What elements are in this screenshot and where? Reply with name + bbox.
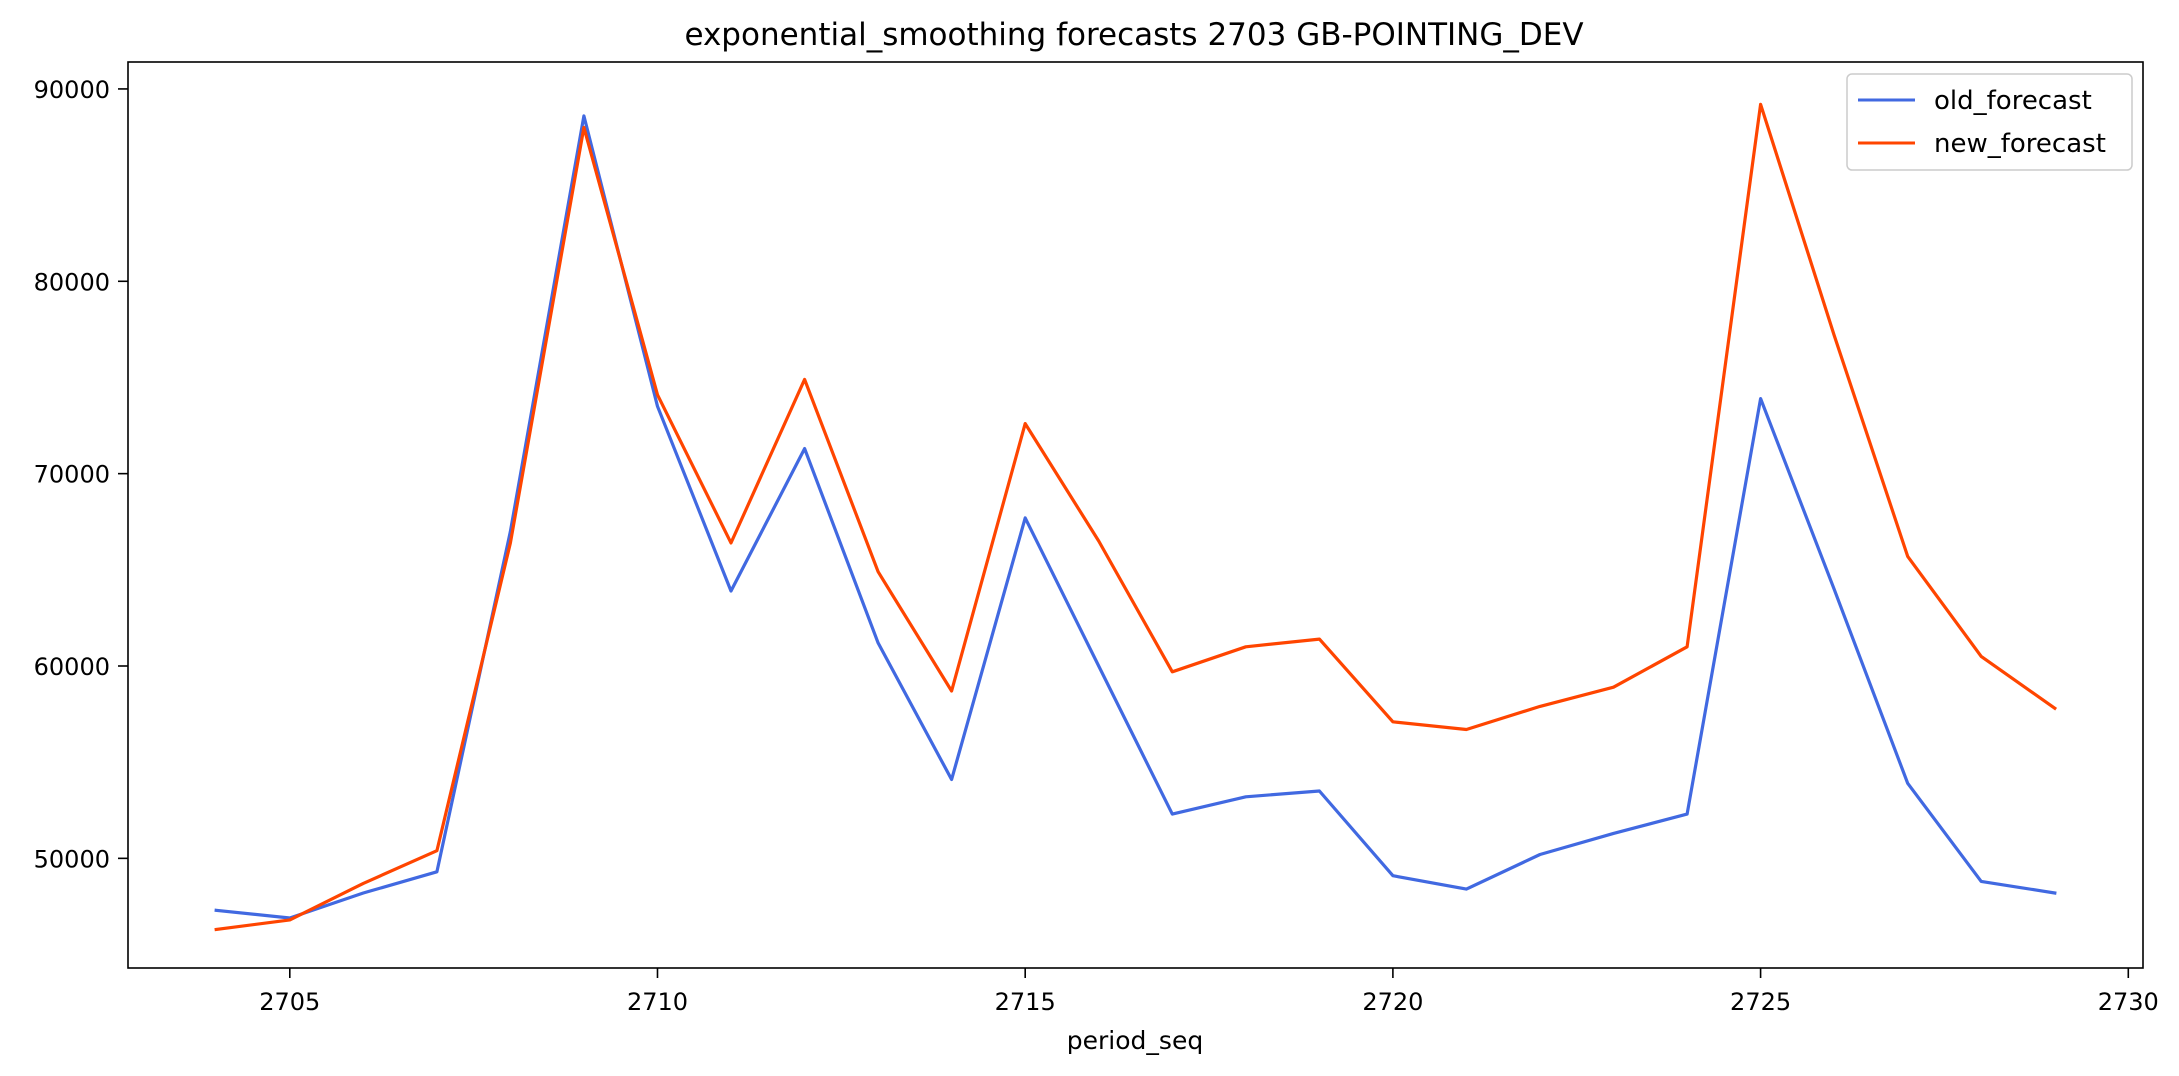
y-tick-label: 60000 [34, 653, 110, 681]
series-line-new-forecast [214, 102, 2058, 932]
x-tick-label: 2710 [627, 988, 688, 1016]
y-tick-label: 90000 [34, 76, 110, 104]
x-tick-label: 2705 [259, 988, 320, 1016]
x-axis: 2705 2710 2715 2720 2725 2730 [259, 968, 2159, 1016]
legend-label-new-forecast: new_forecast [1934, 129, 2106, 159]
y-tick-label: 80000 [34, 268, 110, 296]
x-tick-label: 2720 [1362, 988, 1423, 1016]
legend-box [1846, 73, 2133, 171]
x-tick-label: 2715 [995, 988, 1056, 1016]
y-tick-label: 50000 [34, 845, 110, 873]
y-axis: 50000 60000 70000 80000 90000 [34, 76, 128, 873]
chart-title: exponential_smoothing forecasts 2703 GB-… [684, 17, 1583, 53]
x-tick-label: 2725 [1730, 988, 1791, 1016]
x-tick-label: 2730 [2098, 988, 2159, 1016]
y-tick-label: 70000 [34, 461, 110, 489]
legend: old_forecast new_forecast [1846, 73, 2133, 171]
plot-frame [127, 61, 2144, 969]
series-line-old-forecast [214, 114, 2057, 920]
x-axis-label: period_seq [1067, 1026, 1203, 1055]
legend-label-old-forecast: old_forecast [1934, 86, 2092, 116]
series-layer [214, 102, 2058, 932]
